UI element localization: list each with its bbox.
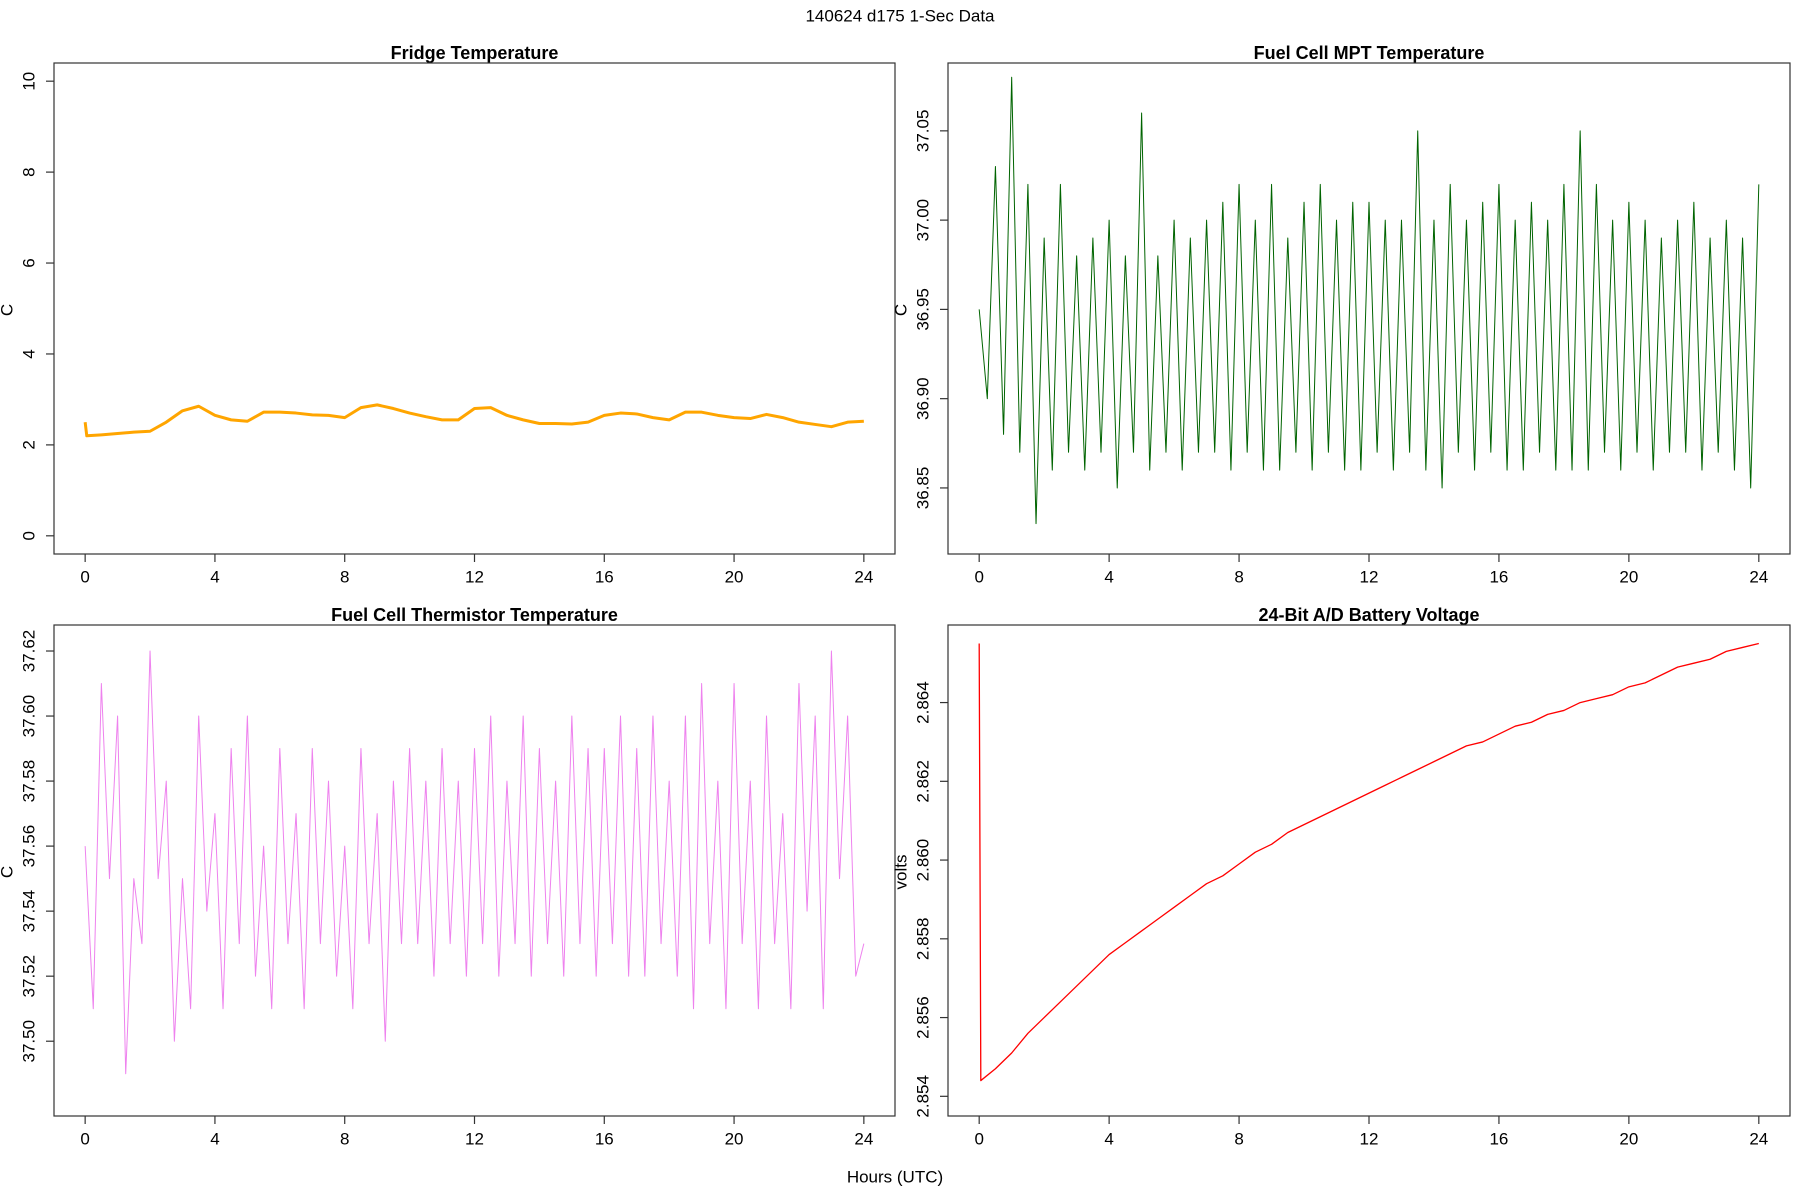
panel-title: Fuel Cell MPT Temperature	[1254, 43, 1485, 63]
panel: 24-Bit A/D Battery Voltage volts 0 4 8 12 16 20…	[891, 605, 1791, 1148]
x-tick-label: 0	[80, 567, 89, 586]
x-tick-label: 4	[210, 1129, 219, 1148]
plot-frame	[947, 624, 1791, 1117]
x-tick-label: 20	[725, 567, 744, 586]
data-line	[84, 650, 865, 1075]
figure-title: 140624 d175 1-Sec Data	[805, 6, 995, 25]
plot-area	[978, 642, 1759, 1082]
x-tick-label: 16	[595, 1129, 614, 1148]
plot-area	[978, 76, 1760, 525]
y-tick-label: 2.864	[913, 681, 932, 724]
panel: Fridge TemperatureC048121620240246810	[0, 43, 896, 586]
y-tick-label: 37.50	[19, 1020, 38, 1063]
x-tick-label: 16	[1489, 1129, 1508, 1148]
y-tick-label: 36.90	[913, 377, 932, 420]
y-axis-label: C	[891, 304, 910, 316]
x-tick-label: 4	[210, 567, 219, 586]
plot-frame	[947, 62, 1791, 555]
data-line	[978, 76, 1760, 525]
panel-title: Fridge Temperature	[391, 43, 559, 63]
x-tick-label: 16	[595, 567, 614, 586]
y-tick-label: 37.05	[913, 110, 932, 153]
x-tick-label: 12	[465, 567, 484, 586]
y-tick-label: 2.854	[913, 1075, 932, 1118]
y-axis-label: C	[0, 866, 16, 878]
x-tick-label: 20	[1619, 567, 1638, 586]
x-tick-label: 24	[854, 567, 873, 586]
x-tick-label: 24	[854, 1129, 873, 1148]
x-tick-label: 12	[465, 1129, 484, 1148]
data-line	[83, 403, 864, 438]
y-tick-label: 2.862	[913, 760, 932, 803]
panel-title: Fuel Cell Thermistor Temperature	[331, 605, 618, 625]
y-tick-label: 36.85	[913, 467, 932, 510]
y-tick-label: 36.95	[913, 288, 932, 331]
x-tick-label: 8	[340, 1129, 349, 1148]
x-tick-label: 0	[80, 1129, 89, 1148]
y-tick-label: 0	[19, 531, 38, 540]
x-tick-label: 8	[1234, 1129, 1243, 1148]
y-tick-label: 37.56	[19, 825, 38, 868]
x-tick-label: 12	[1360, 1129, 1379, 1148]
x-tick-label: 24	[1749, 1129, 1768, 1148]
x-tick-label: 20	[725, 1129, 744, 1148]
x-tick-label: 0	[974, 567, 983, 586]
x-axis-label: Hours (UTC)	[847, 1167, 943, 1186]
y-tick-label: 2.856	[913, 996, 932, 1039]
plot-area	[83, 403, 864, 438]
y-axis-label: C	[0, 304, 16, 316]
y-tick-label: 10	[19, 72, 38, 91]
x-tick-label: 12	[1360, 567, 1379, 586]
x-tick-label: 0	[974, 1129, 983, 1148]
panel-title: 24-Bit A/D Battery Voltage	[1258, 605, 1479, 625]
y-tick-label: 37.58	[19, 760, 38, 803]
y-tick-label: 37.52	[19, 955, 38, 998]
x-tick-label: 20	[1619, 1129, 1638, 1148]
y-tick-label: 2.858	[913, 918, 932, 961]
y-axis-label: volts	[891, 855, 910, 890]
x-tick-label: 4	[1104, 1129, 1113, 1148]
panel: Fuel Cell MPT Temperature C 0 4 8 12 16 20 24 36.…	[891, 43, 1791, 586]
y-tick-label: 2.860	[913, 839, 932, 882]
plot-frame	[53, 624, 896, 1117]
plot-area	[84, 650, 865, 1075]
y-tick-label: 37.62	[19, 630, 38, 673]
x-tick-label: 24	[1749, 567, 1768, 586]
x-tick-label: 16	[1489, 567, 1508, 586]
x-tick-label: 8	[1234, 567, 1243, 586]
y-tick-label: 8	[19, 167, 38, 176]
y-tick-label: 2	[19, 440, 38, 449]
y-tick-label: 6	[19, 258, 38, 267]
y-tick-label: 4	[19, 349, 38, 358]
panel: Fuel Cell Thermistor Temperature C 0 4 8 12 16…	[0, 605, 896, 1148]
x-tick-label: 4	[1104, 567, 1113, 586]
y-tick-label: 37.00	[913, 199, 932, 242]
y-tick-label: 37.60	[19, 695, 38, 738]
x-tick-label: 8	[340, 567, 349, 586]
y-tick-label: 37.54	[19, 890, 38, 933]
data-line	[978, 642, 1759, 1082]
plot-frame	[53, 62, 896, 555]
